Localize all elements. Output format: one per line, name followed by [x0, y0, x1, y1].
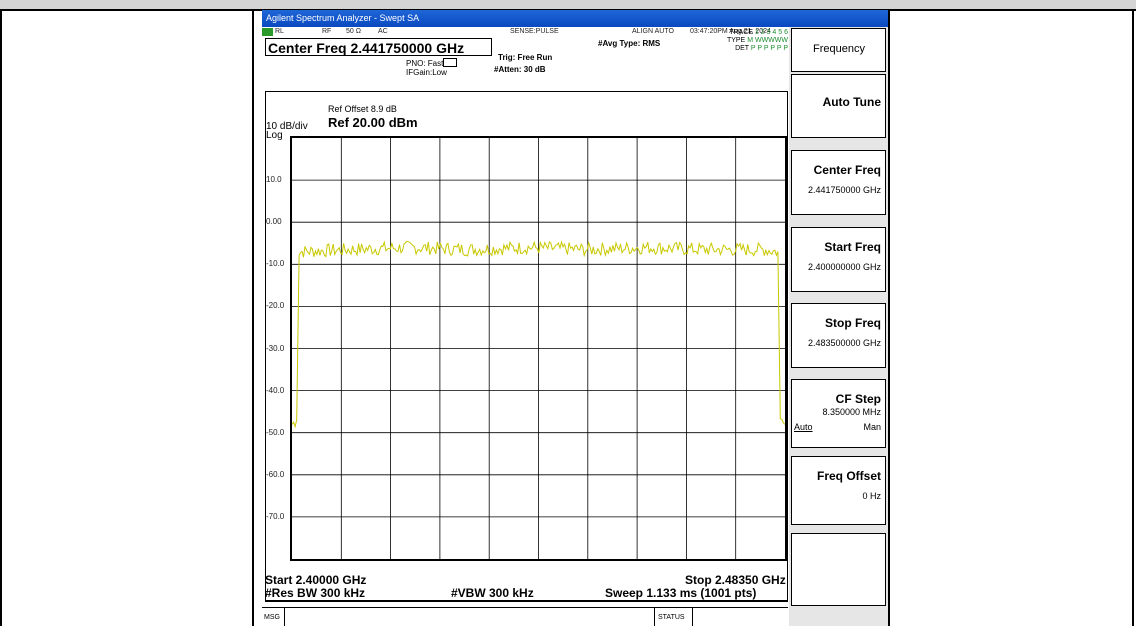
det-label: DET: [735, 45, 749, 52]
trace-value: 1 2 3 4 5 6: [754, 29, 788, 36]
cf-step-man-option[interactable]: Man: [863, 422, 881, 432]
cf-step-softkey-value: 8.350000 MHz: [822, 407, 881, 417]
ref-offset-label: Ref Offset 8.9 dB: [328, 104, 397, 114]
sweep-readout: Sweep 1.133 ms (1001 pts): [605, 586, 757, 600]
measurement-screen: [265, 91, 788, 601]
coupling-label: AC: [378, 28, 388, 35]
msg-divider: [284, 608, 285, 626]
scale-type-label: Log: [266, 130, 283, 141]
trace-label: TRACE: [729, 29, 753, 36]
datetime-label: 03:47:20PM Aug 21, 2024: [690, 28, 771, 35]
status-label: STATUS: [658, 614, 685, 621]
table-cell-divider-right: [888, 9, 890, 626]
y-tick-label: 10.0: [266, 175, 282, 185]
scale-label: 10 dB/div: [266, 121, 308, 132]
y-tick-label: -10.0: [266, 259, 285, 269]
status-divider-2: [692, 608, 693, 626]
impedance-label: 50 Ω: [346, 28, 361, 35]
trace-info: TRACE 1 2 3 4 5 6 TYPE M WWWWW DET P P P…: [682, 29, 788, 53]
start-freq-softkey-label: Start Freq: [824, 240, 881, 254]
y-tick-label: -20.0: [266, 301, 285, 311]
footer-row: Start 2.40000 GHz #Res BW 300 kHz Stop 2…: [265, 574, 788, 626]
sense-label: SENSE:PULSE: [510, 28, 559, 35]
trigger-label: Trig: Free Run: [498, 53, 553, 62]
document-frame: [0, 9, 1134, 626]
softkey-panel: Frequency Auto Tune Center Freq 2.441750…: [789, 27, 888, 626]
spectrum-trace: [291, 240, 786, 429]
ref-level-label: Ref 20.00 dBm: [328, 115, 418, 130]
cf-step-auto-option[interactable]: Auto: [794, 422, 813, 432]
type-value: M WWWWW: [747, 37, 788, 44]
center-freq-softkey-label: Center Freq: [813, 163, 881, 177]
stop-freq-softkey-value: 2.483500000 GHz: [807, 338, 881, 348]
start-freq-button[interactable]: Start Freq 2.400000000 GHz: [791, 227, 886, 292]
frequency-menu-title: Frequency: [791, 28, 886, 72]
cf-step-button[interactable]: CF Step 8.350000 MHz Auto Man: [791, 379, 886, 448]
atten-label: #Atten: 30 dB: [494, 65, 546, 74]
msg-label: MSG: [264, 614, 280, 621]
center-freq-softkey-value: 2.441750000 GHz: [807, 185, 881, 195]
y-tick-label: -60.0: [266, 469, 285, 479]
analyzer-window: Agilent Spectrum Analyzer - Swept SA RL …: [262, 10, 888, 626]
spectrum-plot: [290, 136, 787, 561]
auto-tune-label: Auto Tune: [822, 95, 881, 109]
freq-offset-softkey-label: Freq Offset: [816, 469, 881, 483]
y-tick-label: -40.0: [266, 385, 285, 395]
trigger-icon: [443, 58, 457, 67]
freq-offset-button[interactable]: Freq Offset 0 Hz: [791, 456, 886, 525]
auto-tune-button[interactable]: Auto Tune: [791, 74, 886, 138]
y-tick-label: -30.0: [266, 343, 285, 353]
y-tick-label: -70.0: [266, 511, 285, 521]
y-tick-label: 0.00: [266, 217, 282, 227]
vbw-readout: #VBW 300 kHz: [451, 586, 534, 600]
avg-type-label: #Avg Type: RMS: [598, 39, 661, 48]
start-freq-readout: Start 2.40000 GHz: [265, 573, 367, 587]
status-divider: [654, 608, 655, 626]
spectrum-chart: [291, 138, 786, 559]
type-label: TYPE: [726, 37, 746, 44]
pno-label: PNO: Fast: [406, 59, 444, 68]
start-freq-softkey-value: 2.400000000 GHz: [807, 262, 881, 272]
empty-softkey: [791, 533, 886, 606]
center-freq-readout[interactable]: Center Freq 2.441750000 GHz: [265, 38, 492, 56]
status-row: RL RF 50 Ω AC SENSE:PULSE ALIGN AUTO 03:…: [262, 27, 788, 37]
table-cell-divider-left: [252, 9, 254, 626]
rl-indicator: [262, 28, 273, 36]
stop-freq-readout: Stop 2.48350 GHz: [685, 573, 786, 587]
cf-step-softkey-label: CF Step: [835, 392, 881, 406]
res-bw-readout: #Res BW 300 kHz: [265, 586, 366, 600]
center-freq-button[interactable]: Center Freq 2.441750000 GHz: [791, 150, 886, 215]
message-bar: MSG STATUS: [262, 607, 788, 626]
align-label: ALIGN AUTO: [632, 28, 674, 35]
freq-offset-softkey-value: 0 Hz: [862, 491, 881, 501]
rl-label: RL: [275, 28, 284, 35]
det-value: P P P P P P: [750, 45, 788, 52]
window-title: Agilent Spectrum Analyzer - Swept SA: [262, 10, 888, 27]
stop-freq-button[interactable]: Stop Freq 2.483500000 GHz: [791, 303, 886, 368]
ifgain-label: IFGain:Low: [406, 68, 447, 77]
rf-label: RF: [322, 28, 332, 35]
stop-freq-softkey-label: Stop Freq: [825, 316, 881, 330]
y-tick-label: -50.0: [266, 427, 285, 437]
menu-title-text: Frequency: [813, 43, 865, 55]
